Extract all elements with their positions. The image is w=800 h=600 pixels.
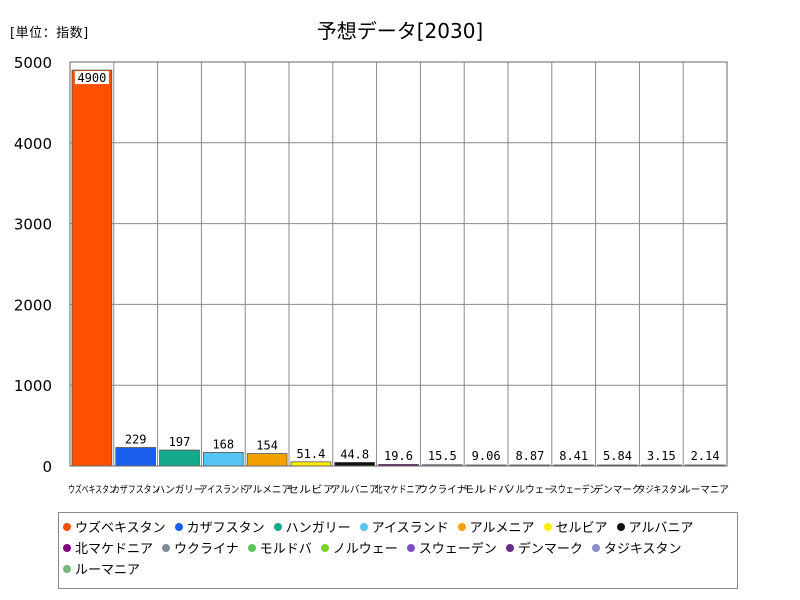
data-label: 5.84: [603, 449, 632, 463]
x-tick-label: デンマーク: [594, 483, 642, 496]
x-tick-label: モルドバ: [462, 484, 510, 496]
x-tick-label: ウズベキスタン: [68, 483, 116, 496]
data-label: 8.41: [559, 449, 588, 463]
legend-label: スウェーデン: [418, 542, 497, 557]
data-label: 19.6: [384, 449, 413, 463]
legend-label: ウズベキスタン: [75, 521, 166, 536]
legend-item: モルドバ: [247, 539, 312, 560]
legend-marker-icon: [543, 523, 552, 531]
legend-marker-icon: [174, 523, 183, 531]
legend-item: 北マケドニア: [63, 539, 153, 560]
legend-label: ノルウェー: [332, 542, 398, 557]
data-label: 3.15: [647, 449, 676, 463]
unit-label: [単位：指数]: [10, 26, 89, 41]
legend-marker-icon: [273, 523, 282, 531]
legend-marker-icon: [63, 565, 71, 573]
legend-label: 北マケドニア: [75, 542, 154, 557]
legend-item: セルビア: [543, 518, 608, 539]
legend-label: デンマーク: [517, 542, 583, 557]
y-tick-label: 5000: [14, 54, 52, 72]
x-tick-label: セルビア: [287, 484, 335, 496]
legend-marker-icon: [63, 523, 71, 531]
legend-item: ハンガリー: [273, 518, 351, 539]
x-tick-label: ノルウェー: [506, 484, 554, 496]
x-tick-label: ウクライナ: [418, 484, 466, 496]
x-tick-label: ルーマニア: [681, 485, 729, 496]
legend-item: デンマーク: [505, 539, 583, 560]
bar: [159, 449, 200, 467]
legend-marker-icon: [505, 544, 514, 552]
legend-item: アルバニア: [616, 518, 694, 539]
data-label: 2.14: [691, 449, 720, 463]
y-tick-label: 3000: [14, 216, 52, 234]
x-tick-label: タジキスタン: [637, 484, 685, 496]
legend-label: ハンガリー: [285, 521, 351, 536]
data-label: 44.8: [340, 447, 369, 461]
legend-item: ウズベキスタン: [63, 518, 166, 539]
bar: [246, 453, 288, 467]
legend-marker-icon: [616, 523, 625, 531]
legend-item: ノルウェー: [320, 539, 398, 560]
plot-frame: [69, 61, 728, 467]
legend-label: モルドバ: [259, 542, 312, 557]
x-tick-label: 北マケドニア: [375, 484, 423, 496]
y-tick-label: 1000: [14, 377, 52, 395]
legend-item: アルメニア: [457, 518, 535, 539]
legend-label: ウクライナ: [174, 542, 239, 557]
bar: [115, 447, 157, 467]
legend-item: タジキスタン: [591, 539, 682, 560]
x-tick-label: アルバニア: [331, 484, 379, 496]
bar: [202, 452, 244, 467]
data-label: 9.06: [472, 449, 501, 463]
data-label: 168: [212, 437, 234, 451]
x-tick-label: アイスランド: [199, 484, 247, 496]
legend-label: アルメニア: [469, 521, 535, 536]
data-label: 8.87: [515, 449, 544, 463]
bar: [71, 69, 113, 467]
data-label: 51.4: [296, 447, 325, 461]
legend-item: アイスランド: [359, 518, 449, 539]
legend-label: アイスランド: [371, 521, 449, 536]
data-label: 15.5: [428, 449, 457, 463]
legend-marker-icon: [63, 544, 71, 552]
data-label-bg: [74, 71, 109, 85]
legend-item: カザフスタン: [174, 518, 265, 539]
y-tick-label: 4000: [14, 135, 52, 153]
legend-label: セルビア: [555, 521, 608, 536]
data-label: 4900: [77, 71, 106, 85]
x-tick-label: カザフスタン: [112, 484, 160, 496]
y-tick-label: 2000: [14, 296, 52, 314]
legend-marker-icon: [591, 544, 600, 552]
legend-marker-icon: [406, 544, 415, 552]
y-tick-label: 0: [42, 458, 52, 476]
legend-marker-icon: [320, 544, 329, 552]
legend-item: ウクライナ: [162, 539, 239, 560]
legend-label: ルーマニア: [75, 563, 141, 578]
legend-item: ルーマニア: [63, 560, 140, 581]
legend-label: カザフスタン: [186, 521, 265, 536]
chart-title: 予想データ[2030]: [316, 19, 484, 43]
x-tick-label: アルメニア: [243, 485, 291, 496]
legend-marker-icon: [162, 544, 171, 552]
data-label: 154: [256, 439, 278, 453]
chart-legend: ウズベキスタン カザフスタン ハンガリー アイスランド アルメニア セルビア アルバニア北マ…: [58, 512, 738, 589]
legend-label: タジキスタン: [603, 542, 682, 557]
x-tick-label: スウェーデン: [550, 483, 598, 496]
data-label: 229: [125, 432, 147, 446]
bar: [290, 461, 332, 467]
bar: [334, 461, 375, 467]
legend-marker-icon: [247, 544, 256, 552]
legend-label: アルバニア: [628, 521, 694, 536]
legend-marker-icon: [359, 523, 368, 531]
x-tick-label: ハンガリー: [156, 484, 204, 496]
legend-marker-icon: [457, 523, 466, 531]
data-label: 197: [169, 435, 191, 449]
legend-item: スウェーデン: [406, 539, 497, 560]
